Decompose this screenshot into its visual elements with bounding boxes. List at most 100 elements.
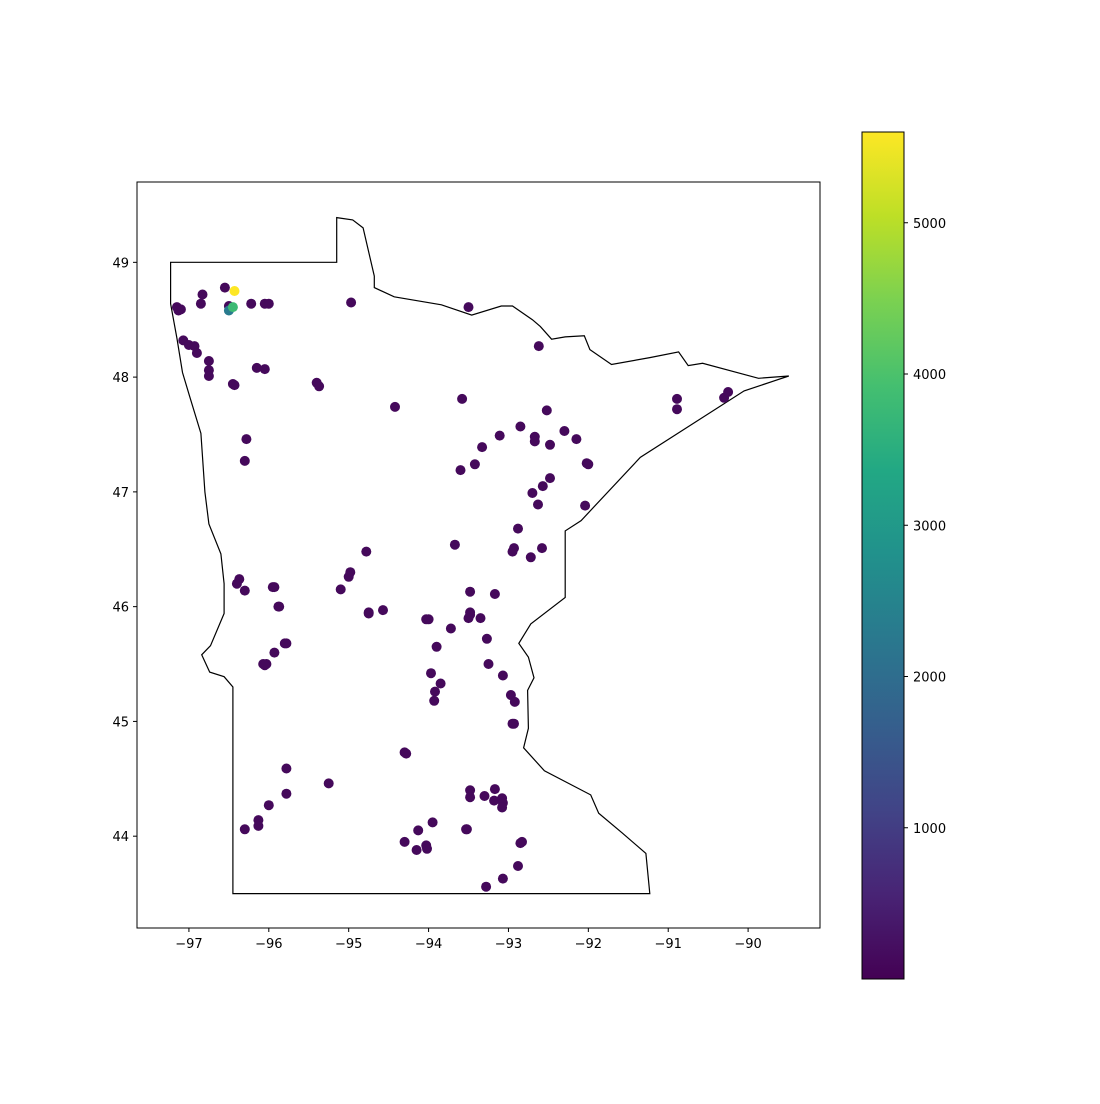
points-layer [171, 282, 734, 892]
y-tick-label: 44 [112, 830, 129, 845]
data-point [429, 695, 440, 706]
data-point [421, 614, 432, 625]
data-point [465, 785, 476, 796]
data-point [229, 286, 240, 296]
data-point [515, 421, 526, 432]
colorbar-tick-label: 5000 [913, 217, 946, 232]
data-point [489, 795, 500, 806]
data-point [269, 647, 280, 658]
data-point [378, 605, 388, 616]
data-point [481, 633, 492, 644]
data-point [363, 608, 374, 619]
data-point [533, 499, 543, 510]
y-axis: 44 45 46 47 48 49 [112, 256, 137, 845]
data-point [475, 613, 486, 624]
data-point [251, 362, 262, 373]
state-outline [170, 216, 789, 895]
data-point [197, 289, 208, 300]
data-point [672, 393, 682, 404]
data-point [525, 552, 536, 563]
x-axis: −97 −96 −95 −94 −93 −92 −91 −90 [175, 928, 762, 952]
data-point [281, 638, 292, 649]
data-point [489, 784, 500, 795]
data-point [545, 439, 555, 450]
data-point [259, 364, 270, 375]
y-tick-label: 46 [112, 601, 129, 616]
data-point [435, 678, 446, 689]
data-point [281, 788, 292, 799]
data-point [413, 825, 424, 836]
data-point [513, 523, 523, 534]
x-tick-label: −91 [655, 937, 682, 952]
data-point [583, 459, 594, 470]
data-point [672, 404, 682, 415]
data-point [267, 582, 278, 593]
axes-frame [136, 181, 821, 929]
data-point [274, 601, 285, 612]
colorbar-tick-label: 4000 [913, 368, 946, 383]
data-point [497, 670, 508, 681]
data-point [545, 473, 555, 484]
data-point [173, 305, 184, 316]
data-point [263, 298, 274, 309]
data-point [229, 380, 240, 391]
x-tick-label: −93 [495, 937, 522, 952]
data-point [465, 586, 476, 597]
x-tick-label: −92 [575, 937, 602, 952]
data-point [497, 802, 508, 813]
data-point [483, 659, 494, 669]
data-point [559, 426, 570, 436]
data-point [431, 641, 442, 652]
data-point [239, 824, 250, 835]
y-tick-label: 45 [112, 715, 129, 730]
data-point [253, 820, 264, 831]
colorbar-tick-label: 2000 [913, 671, 946, 686]
data-point [477, 442, 488, 453]
x-tick-label: −94 [415, 937, 442, 952]
data-point [533, 341, 544, 352]
colorbar: 1000 2000 3000 4000 5000 [861, 131, 946, 980]
data-point [335, 584, 346, 595]
data-point [479, 791, 490, 801]
data-point [580, 500, 591, 511]
colorbar-ticks: 1000 2000 3000 4000 5000 [904, 217, 946, 837]
data-point [537, 481, 548, 492]
data-point [195, 298, 206, 309]
data-point [481, 881, 492, 892]
data-point [361, 546, 372, 557]
data-point [343, 571, 354, 582]
data-point [465, 792, 476, 803]
data-point [426, 668, 436, 679]
data-point [314, 381, 325, 392]
data-point [346, 297, 357, 308]
data-point [430, 686, 440, 697]
data-point [191, 348, 202, 358]
data-point [537, 543, 547, 554]
data-point [219, 282, 230, 293]
data-point [529, 436, 540, 447]
data-point [489, 589, 500, 599]
data-point [449, 539, 460, 550]
data-point [281, 763, 292, 774]
data-point [401, 748, 412, 759]
data-point [241, 434, 252, 445]
x-tick-label: −90 [734, 937, 761, 952]
data-point [411, 845, 422, 855]
data-point [527, 488, 538, 498]
data-point [497, 873, 508, 884]
colorbar-tick-label: 3000 [913, 519, 946, 534]
y-tick-label: 47 [112, 486, 129, 501]
data-point [203, 356, 214, 366]
x-tick-label: −96 [255, 937, 282, 952]
data-point [513, 861, 523, 871]
data-point [427, 817, 438, 828]
data-point [507, 546, 518, 557]
data-point [463, 302, 474, 313]
data-point [203, 371, 214, 381]
x-tick-label: −97 [175, 937, 202, 952]
data-point [323, 778, 334, 789]
data-point [494, 430, 505, 441]
data-point [541, 405, 552, 416]
